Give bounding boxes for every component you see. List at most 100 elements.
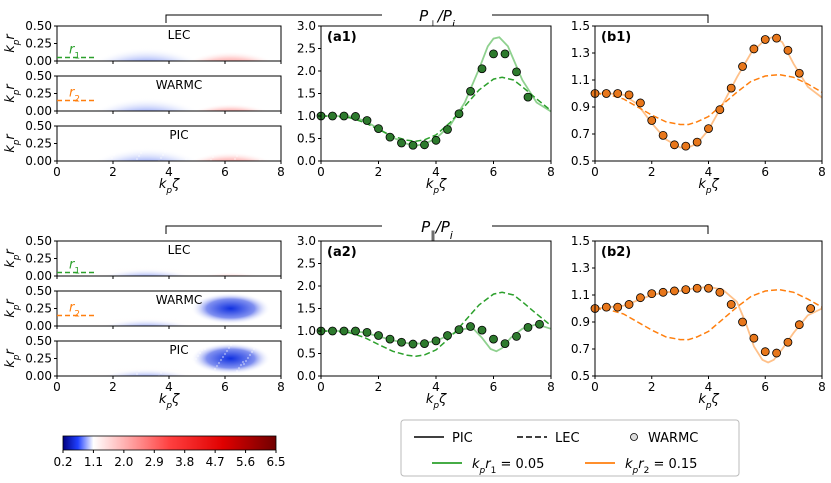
ytick-label: 0.5 bbox=[297, 347, 316, 361]
r2-label: r2 bbox=[69, 301, 80, 320]
warmc-marker bbox=[772, 348, 781, 358]
heatmap-par-lec: 0.00 0.25 0.50 LEC kpr r1 bbox=[3, 234, 282, 283]
heatmap-ytick: 0.00 bbox=[25, 54, 52, 68]
warmc-marker bbox=[431, 336, 441, 346]
heatmap-ylabel: kpr bbox=[3, 298, 22, 318]
ytick-label: 1.5 bbox=[297, 302, 316, 316]
ytick-label: 1.5 bbox=[571, 234, 590, 248]
warmc-marker bbox=[647, 289, 657, 299]
r1-label: r1 bbox=[69, 258, 80, 277]
ytick-label: 1.5 bbox=[571, 19, 590, 33]
ytick-label: 1.5 bbox=[297, 87, 316, 101]
lec-line bbox=[594, 288, 823, 341]
warmc-marker bbox=[749, 333, 759, 343]
xtick-label: 4 bbox=[705, 380, 713, 394]
ytick-label: 0.7 bbox=[571, 127, 590, 141]
xtick-label: 4 bbox=[432, 165, 440, 179]
warmc-marker bbox=[500, 49, 510, 59]
colorbar-tick: 5.6 bbox=[236, 455, 255, 469]
heatmap-xtick: 6 bbox=[221, 165, 229, 179]
warmc-marker bbox=[328, 111, 337, 121]
warmc-marker bbox=[466, 322, 475, 331]
heatmap-ytick: 0.25 bbox=[25, 37, 52, 51]
warmc-marker bbox=[328, 326, 337, 336]
colorbar-tick: 0.2 bbox=[53, 455, 72, 469]
xlabel: kpζ bbox=[426, 177, 447, 196]
warmc-marker bbox=[397, 138, 406, 148]
heatmap-ytick: 0.00 bbox=[25, 104, 52, 118]
xtick-label: 6 bbox=[761, 165, 769, 179]
warmc-marker bbox=[374, 124, 383, 134]
plot-b2: 0.5 0.7 0.9 1.1 1.3 1.5 0 2 4 6 8 kpζ (b2) bbox=[571, 234, 826, 411]
warmc-marker bbox=[489, 49, 498, 59]
plot-a2: 0.0 0.5 1.0 1.5 2.0 2.5 3.0 0 2 4 6 8 kpζ (a2) bbox=[297, 234, 555, 411]
heatmap-perp-lec: 0.00 0.25 0.50 LEC kpr r1 bbox=[3, 19, 282, 68]
warmc-marker bbox=[704, 283, 713, 293]
warmc-marker bbox=[670, 286, 679, 296]
heatmap-label: LEC bbox=[168, 28, 191, 42]
ytick-label: 0.0 bbox=[297, 369, 316, 383]
heatmap-label: LEC bbox=[168, 243, 191, 257]
ytick-label: 1.1 bbox=[571, 73, 590, 87]
xtick-label: 0 bbox=[317, 380, 325, 394]
warmc-marker bbox=[385, 132, 395, 142]
heatmap-label: WARMC bbox=[156, 78, 203, 92]
ytick-label: 2.5 bbox=[297, 42, 316, 56]
ytick-label: 3.0 bbox=[297, 19, 316, 33]
panel-title: (b2) bbox=[601, 245, 631, 260]
legend: PIC LEC WARMC kpr1 = 0.05 kpr2 = 0.15 bbox=[400, 419, 740, 477]
colorbar-tick: 6.5 bbox=[266, 455, 285, 469]
warmc-marker bbox=[420, 339, 429, 349]
heatmap-perp-pic: 0.00 0.25 0.50 PIC kpr bbox=[3, 119, 282, 168]
ytick-label: 3.0 bbox=[297, 234, 316, 248]
legend-r2: kpr2 = 0.15 bbox=[625, 457, 697, 476]
legend-warmc: WARMC bbox=[648, 431, 698, 446]
warmc-marker bbox=[601, 89, 611, 98]
warmc-marker bbox=[408, 140, 418, 150]
heatmap-xtick: 0 bbox=[53, 380, 61, 394]
warmc-marker bbox=[523, 322, 533, 332]
lec-line bbox=[320, 76, 552, 142]
heatmap-ytick: 0.00 bbox=[25, 154, 52, 168]
ytick-label: 1.3 bbox=[571, 46, 590, 60]
heatmap-label: WARMC bbox=[156, 293, 203, 307]
heatmap-ytick: 0.50 bbox=[25, 19, 52, 33]
xtick-label: 8 bbox=[547, 165, 555, 179]
warmc-marker bbox=[658, 130, 668, 140]
heatmap-xlabel: kpζ bbox=[159, 392, 180, 411]
xtick-label: 6 bbox=[490, 165, 498, 179]
warmc-marker bbox=[351, 112, 360, 121]
warmc-marker bbox=[681, 141, 691, 151]
colorbar-tick: 2.9 bbox=[145, 455, 164, 469]
ytick-label: 0.9 bbox=[571, 315, 590, 329]
xlabel: kpζ bbox=[698, 392, 719, 411]
heatmap-xtick: 8 bbox=[277, 165, 285, 179]
warmc-marker bbox=[420, 140, 429, 150]
heatmap-ytick: 0.25 bbox=[25, 137, 52, 151]
heatmap-xtick: 8 bbox=[277, 380, 285, 394]
warmc-marker bbox=[535, 319, 544, 329]
heatmap-ytick: 0.50 bbox=[25, 69, 52, 83]
warmc-marker bbox=[636, 293, 645, 303]
heatmap-ylabel: kpr bbox=[3, 348, 22, 368]
warmc-marker bbox=[624, 300, 634, 309]
colorbar bbox=[62, 435, 277, 451]
xtick-label: 2 bbox=[648, 165, 656, 179]
xtick-label: 0 bbox=[591, 380, 599, 394]
warmc-marker bbox=[613, 89, 623, 98]
xtick-label: 4 bbox=[432, 380, 440, 394]
xlabel: kpζ bbox=[698, 177, 719, 196]
heatmap-xtick: 2 bbox=[109, 165, 117, 179]
warmc-marker bbox=[523, 92, 533, 102]
warmc-marker bbox=[670, 140, 679, 150]
warmc-marker bbox=[715, 287, 725, 297]
colorbar-tick: 4.7 bbox=[206, 455, 225, 469]
ytick-label: 0.5 bbox=[297, 132, 316, 146]
heatmap-par-warmc: 0.00 0.25 0.50 WARMC kpr r2 bbox=[3, 284, 282, 333]
warmc-marker bbox=[783, 337, 793, 347]
warmc-marker bbox=[738, 317, 747, 327]
ytick-label: 1.3 bbox=[571, 261, 590, 275]
ytick-label: 1.0 bbox=[297, 324, 316, 338]
header-bottom-label: P∥/Pi bbox=[421, 218, 453, 242]
warmc-marker bbox=[772, 33, 781, 43]
